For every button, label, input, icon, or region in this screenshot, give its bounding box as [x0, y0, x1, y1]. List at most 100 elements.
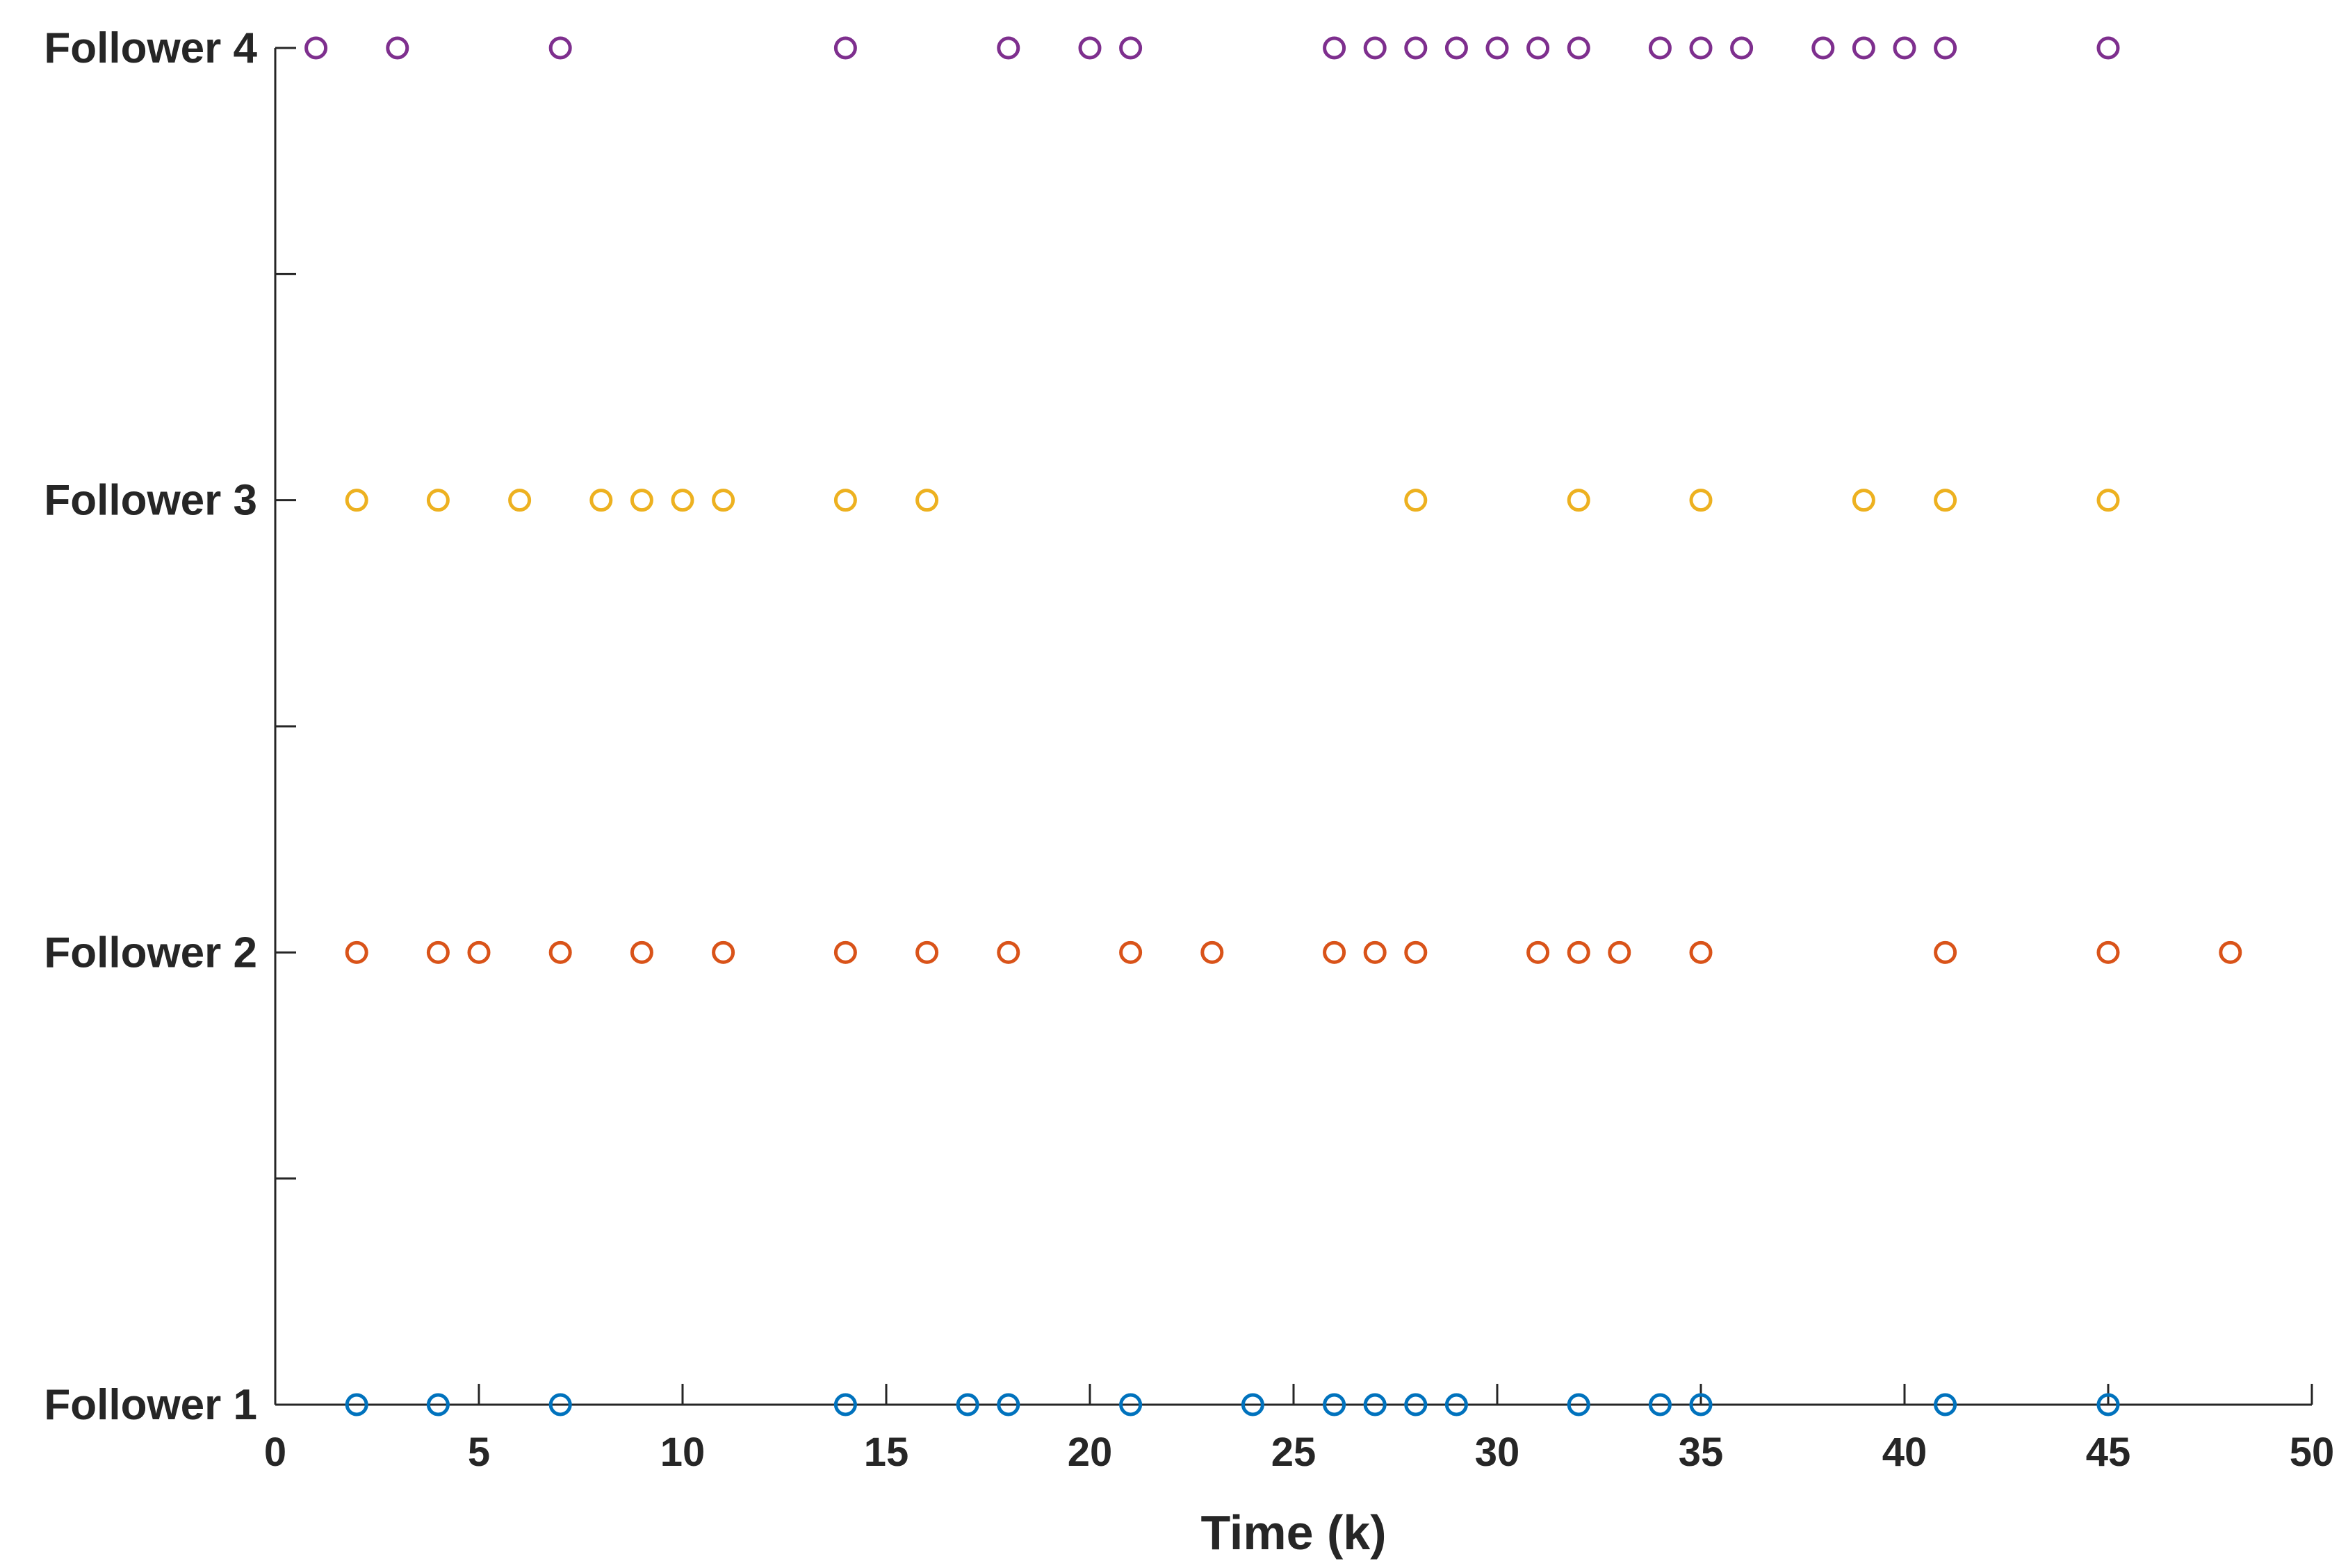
data-point	[833, 940, 857, 964]
data-point	[426, 940, 450, 964]
data-point	[997, 940, 1020, 964]
data-point	[1934, 1393, 1957, 1416]
data-series	[304, 36, 2242, 1416]
data-point	[345, 940, 368, 964]
data-point	[1078, 36, 1102, 60]
data-point	[548, 940, 572, 964]
series-follower-2	[345, 940, 2242, 964]
data-point	[345, 1393, 368, 1416]
data-point	[833, 1393, 857, 1416]
data-point	[1404, 36, 1428, 60]
x-tick-label: 35	[1679, 1430, 1724, 1475]
data-point	[426, 1393, 450, 1416]
y-ticks: Follower 1 Follower 2 Follower 3 Follower 4	[44, 24, 296, 1429]
data-point	[1323, 940, 1346, 964]
data-point	[548, 36, 572, 60]
data-point	[1689, 940, 1713, 964]
data-point	[304, 36, 328, 60]
series-follower-3	[345, 489, 2120, 512]
x-tick-label: 0	[264, 1430, 286, 1475]
series-follower-4	[304, 36, 2120, 60]
data-point	[548, 1393, 572, 1416]
data-point	[915, 489, 939, 512]
data-point	[1485, 36, 1509, 60]
data-point	[426, 489, 450, 512]
data-point	[1567, 36, 1590, 60]
data-point	[1893, 36, 1916, 60]
y-tick-label: Follower 2	[44, 929, 257, 977]
x-tick-label: 25	[1271, 1430, 1316, 1475]
data-point	[508, 489, 532, 512]
data-point	[1119, 1393, 1143, 1416]
data-point	[2096, 489, 2120, 512]
data-point	[2096, 1393, 2120, 1416]
data-point	[1689, 1393, 1713, 1416]
data-point	[1567, 1393, 1590, 1416]
data-point	[1323, 1393, 1346, 1416]
y-tick-label: Follower 3	[44, 477, 257, 525]
data-point	[1934, 36, 1957, 60]
data-point	[1934, 489, 1957, 512]
data-point	[1363, 940, 1387, 964]
x-tick-label: 20	[1068, 1430, 1113, 1475]
data-point	[1444, 1393, 1468, 1416]
x-axis-title: Time (k)	[1200, 1505, 1386, 1560]
data-point	[630, 489, 653, 512]
data-point	[1811, 36, 1835, 60]
data-point	[1526, 36, 1550, 60]
data-point	[997, 36, 1020, 60]
data-point	[1323, 36, 1346, 60]
y-tick-label: Follower 1	[44, 1381, 257, 1429]
data-point	[2096, 36, 2120, 60]
data-point	[1200, 940, 1224, 964]
x-ticks: 0 5 10 15 20 25 30 35 40 45 50	[264, 1384, 2334, 1475]
data-point	[712, 940, 735, 964]
data-point	[1404, 1393, 1428, 1416]
data-point	[1689, 36, 1713, 60]
data-point	[1526, 940, 1550, 964]
data-point	[1363, 36, 1387, 60]
data-point	[1648, 36, 1672, 60]
x-tick-label: 50	[2290, 1430, 2335, 1475]
x-tick-label: 15	[864, 1430, 909, 1475]
data-point	[1852, 489, 1875, 512]
data-point	[1648, 1393, 1672, 1416]
data-point	[1444, 36, 1468, 60]
data-point	[1567, 489, 1590, 512]
data-point	[2219, 940, 2242, 964]
x-tick-label: 40	[1882, 1430, 1927, 1475]
data-point	[915, 940, 939, 964]
data-point	[1689, 489, 1713, 512]
data-point	[1567, 940, 1590, 964]
data-point	[2096, 940, 2120, 964]
data-point	[467, 940, 491, 964]
series-follower-1	[345, 1393, 2120, 1416]
data-point	[1363, 1393, 1387, 1416]
data-point	[1608, 940, 1631, 964]
data-point	[1404, 489, 1428, 512]
data-point	[997, 1393, 1020, 1416]
x-tick-label: 45	[2086, 1430, 2131, 1475]
data-point	[956, 1393, 979, 1416]
x-tick-label: 10	[660, 1430, 706, 1475]
axes	[274, 48, 2312, 1406]
y-tick-label: Follower 4	[44, 24, 257, 72]
data-point	[833, 489, 857, 512]
data-point	[712, 489, 735, 512]
data-point	[1852, 36, 1875, 60]
x-tick-label: 5	[468, 1430, 490, 1475]
data-point	[671, 489, 694, 512]
x-tick-label: 30	[1475, 1430, 1520, 1475]
data-point	[345, 489, 368, 512]
data-point	[1934, 940, 1957, 964]
data-point	[833, 36, 857, 60]
data-point	[1404, 940, 1428, 964]
data-point	[1119, 940, 1143, 964]
data-point	[1241, 1393, 1264, 1416]
data-point	[386, 36, 409, 60]
data-point	[1119, 36, 1143, 60]
data-point	[589, 489, 613, 512]
data-point	[630, 940, 653, 964]
